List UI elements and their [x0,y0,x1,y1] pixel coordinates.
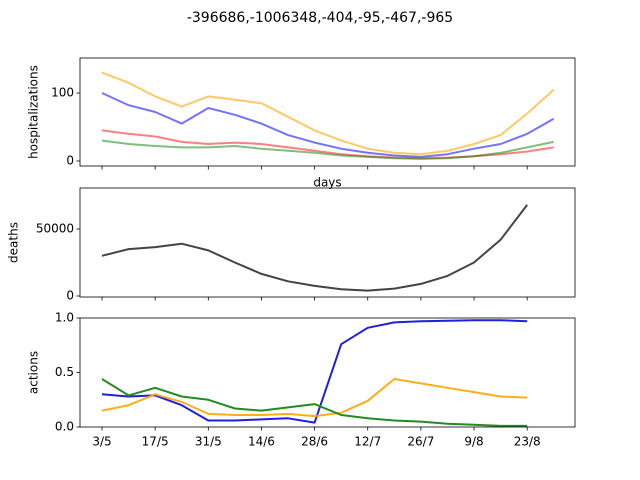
series-line [101,92,555,158]
axes-frame [79,187,576,298]
y-tick-label: 0.5 [55,365,74,379]
x-tick-label: 28/6 [301,435,328,449]
x-tick-label: 3/5 [92,435,111,449]
series-line [101,378,528,418]
x-tick-label: 23/8 [514,435,541,449]
y-tick-label: 0.0 [55,420,74,434]
figure-title: -396686,-1006348,-404,-95,-467,-965 [187,10,453,26]
axes-frame [79,57,576,167]
series-line [101,71,555,156]
series-line [101,204,528,292]
y-axis-label: hospitalizations [27,65,41,159]
y-axis-label: deaths [7,222,21,263]
y-tick-label: 100 [51,86,74,100]
x-tick-label: 12/7 [354,435,381,449]
axes-frame [79,317,576,428]
y-axis-label: actions [27,351,41,394]
y-tick-label: 1.0 [55,311,74,325]
x-tick-label: 26/7 [407,435,434,449]
x-tick-label: 9/8 [464,435,483,449]
x-tick-label: 17/5 [142,435,169,449]
y-tick-label: 0 [66,153,74,167]
x-axis-label: days [313,176,341,190]
series-line [101,139,554,160]
y-tick-label: 50000 [36,222,74,236]
series-line [101,319,528,424]
series-line [101,378,528,427]
y-tick-label: 0 [66,288,74,302]
x-tick-label: 14/6 [248,435,275,449]
x-tick-label: 31/5 [195,435,222,449]
